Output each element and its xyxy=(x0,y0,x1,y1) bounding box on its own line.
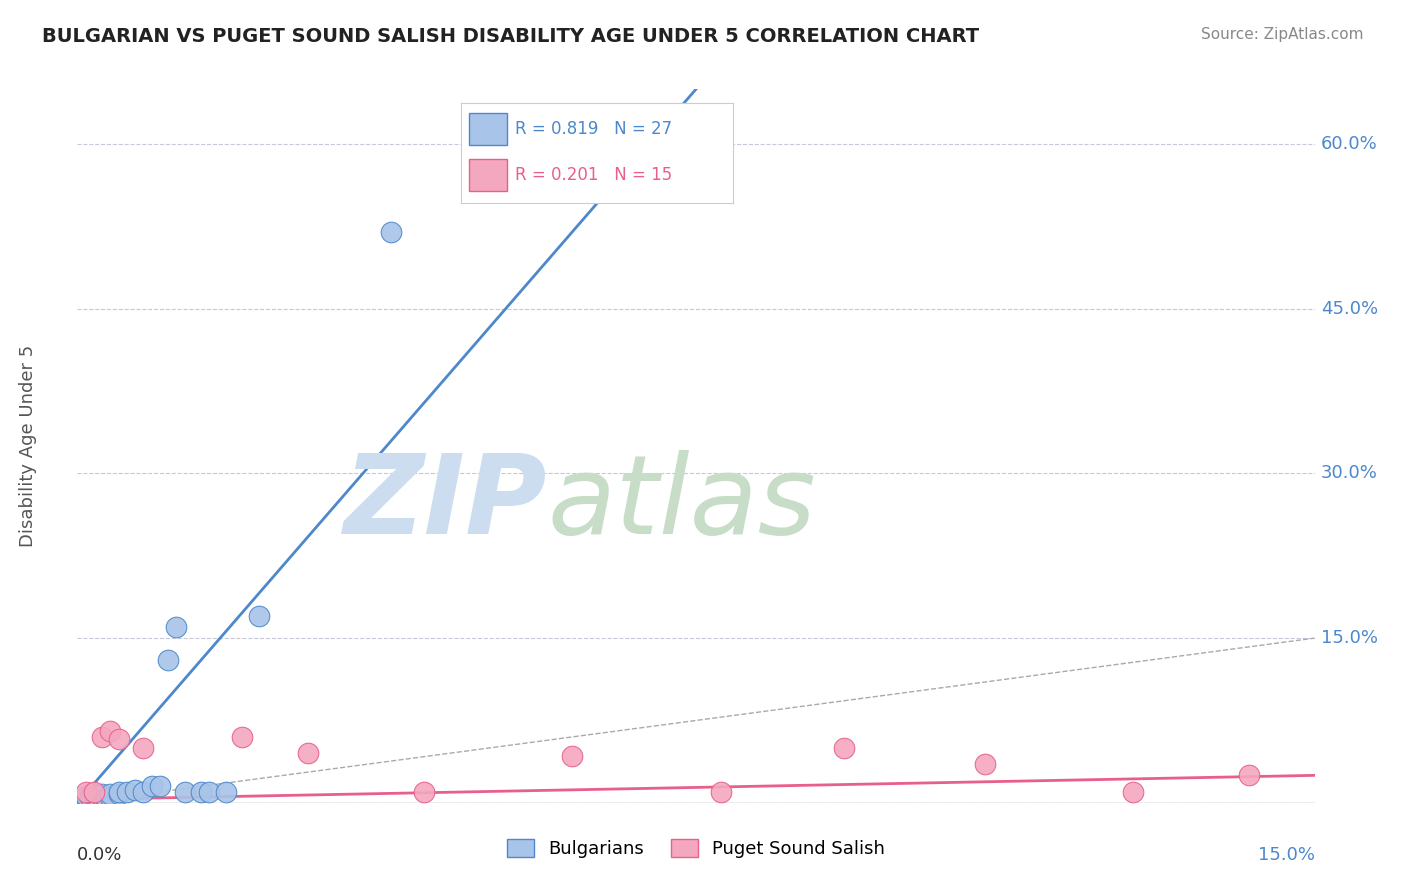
Text: Disability Age Under 5: Disability Age Under 5 xyxy=(18,345,37,547)
Point xyxy=(247,609,270,624)
Point xyxy=(1237,768,1260,782)
Text: atlas: atlas xyxy=(547,450,815,557)
Point xyxy=(561,748,583,763)
Point xyxy=(141,780,163,794)
Text: 45.0%: 45.0% xyxy=(1320,300,1378,318)
Point xyxy=(91,730,114,744)
Point xyxy=(149,780,172,794)
Point xyxy=(124,782,146,797)
Point xyxy=(75,785,97,799)
Point xyxy=(132,785,155,799)
Point xyxy=(1122,785,1144,799)
Point xyxy=(973,757,995,772)
Point xyxy=(79,790,101,805)
Text: 30.0%: 30.0% xyxy=(1320,465,1378,483)
Point xyxy=(215,785,238,799)
Text: 15.0%: 15.0% xyxy=(1320,629,1378,647)
Point xyxy=(107,732,129,747)
Point xyxy=(107,785,129,799)
Point xyxy=(198,785,221,799)
Point xyxy=(107,787,129,801)
Point xyxy=(98,790,121,805)
Point xyxy=(115,785,138,799)
Text: 0.0%: 0.0% xyxy=(77,846,122,863)
Point xyxy=(96,791,118,805)
Text: Source: ZipAtlas.com: Source: ZipAtlas.com xyxy=(1201,27,1364,42)
Point xyxy=(91,790,114,805)
Point xyxy=(297,747,319,761)
Point xyxy=(132,740,155,755)
Point xyxy=(165,620,187,634)
Point xyxy=(380,225,402,239)
Point xyxy=(91,787,114,801)
Point xyxy=(710,785,733,799)
Point xyxy=(83,789,105,804)
Point xyxy=(70,792,93,806)
Point xyxy=(75,791,97,805)
Point xyxy=(83,785,105,799)
Point xyxy=(231,730,253,744)
Text: 60.0%: 60.0% xyxy=(1320,135,1378,153)
Point xyxy=(157,653,180,667)
Point xyxy=(412,785,434,799)
Legend: Bulgarians, Puget Sound Salish: Bulgarians, Puget Sound Salish xyxy=(499,831,893,865)
Text: 15.0%: 15.0% xyxy=(1257,846,1315,863)
Point xyxy=(190,785,212,799)
Point xyxy=(98,787,121,801)
Text: BULGARIAN VS PUGET SOUND SALISH DISABILITY AGE UNDER 5 CORRELATION CHART: BULGARIAN VS PUGET SOUND SALISH DISABILI… xyxy=(42,27,980,45)
Point xyxy=(87,791,110,805)
Point xyxy=(834,740,856,755)
Point xyxy=(98,724,121,739)
Text: ZIP: ZIP xyxy=(344,450,547,557)
Point xyxy=(75,789,97,804)
Point xyxy=(173,785,195,799)
Point xyxy=(83,787,105,801)
